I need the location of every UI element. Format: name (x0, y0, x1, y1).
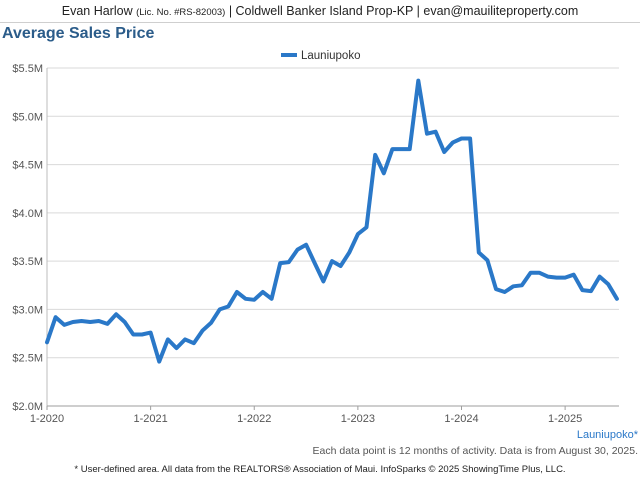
data-footnote: Each data point is 12 months of activity… (312, 445, 639, 457)
y-tick-label: $2.5M (12, 353, 43, 365)
agent-license: (Lic. No. #RS-82003) (136, 7, 226, 18)
y-tick-label: $2.0M (12, 401, 43, 413)
legend: Launiupoko (281, 50, 360, 62)
x-tick-label: 1-2024 (444, 413, 478, 425)
area-label: Launiupoko* (576, 429, 638, 441)
y-tick-label: $3.0M (12, 304, 43, 316)
agent-header: Evan Harlow (Lic. No. #RS-82003) | Coldw… (0, 0, 640, 23)
legend-label: Launiupoko (301, 50, 360, 62)
y-tick-label: $3.5M (12, 256, 43, 268)
series-layer (45, 78, 619, 364)
axes: $2.0M $2.5M $3.0M $3.5M $4.0M $4.5M $5.0M $5.5M… (12, 63, 619, 425)
chart-title: Average Sales Price (2, 25, 155, 42)
x-tick-label: 1-2021 (133, 413, 167, 425)
gridlines (47, 67, 619, 407)
y-tick-label: $5.5M (12, 63, 43, 75)
agent-brokerage-email: | Coldwell Banker Island Prop-KP | evan@… (228, 4, 579, 18)
agent-name: Evan Harlow (61, 4, 133, 18)
x-tick-label: 1-2020 (30, 413, 64, 425)
y-tick-label: $4.5M (12, 160, 43, 172)
x-tick-label: 1-2023 (341, 413, 375, 425)
y-tick-label: $4.0M (12, 208, 43, 220)
x-tick-label: 1-2025 (548, 413, 582, 425)
series-line (45, 78, 619, 364)
x-tick-label: 1-2022 (237, 413, 271, 425)
source-note: * User-defined area. All data from the R… (74, 464, 566, 475)
y-tick-label: $5.0M (12, 111, 43, 123)
